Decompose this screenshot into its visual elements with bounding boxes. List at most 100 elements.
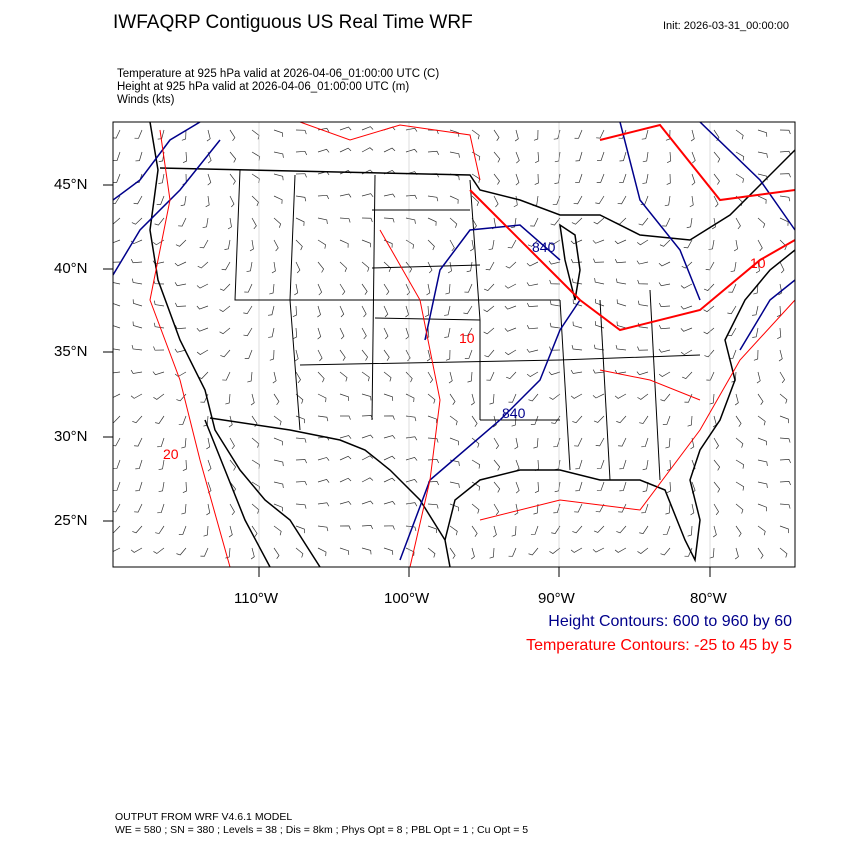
wind-barb xyxy=(243,305,253,315)
wind-barb xyxy=(469,239,474,252)
wind-barb xyxy=(595,298,605,307)
wind-barb xyxy=(713,173,720,185)
wind-barb xyxy=(273,437,283,446)
wind-barb xyxy=(426,283,431,296)
wind-barb xyxy=(730,261,737,273)
wind-barb xyxy=(779,415,789,424)
wind-barb xyxy=(463,327,473,337)
wind-barb xyxy=(779,371,786,384)
wind-barb xyxy=(779,393,788,404)
wind-barb xyxy=(735,129,744,140)
wind-barb xyxy=(683,239,693,249)
wind-barb xyxy=(534,481,539,493)
wind-barb xyxy=(361,261,370,272)
wind-barb xyxy=(666,151,672,164)
wind-barb xyxy=(155,415,165,424)
canada-border xyxy=(159,149,795,241)
wind-barb xyxy=(449,239,455,252)
wind-barb xyxy=(470,393,475,406)
lat-label: 30°N xyxy=(54,428,88,445)
lon-label: 110°W xyxy=(234,590,279,607)
wind-barb xyxy=(405,349,411,362)
wind-barb xyxy=(660,393,671,402)
wind-barb xyxy=(636,371,649,376)
init-time: Init: 2026-03-31_00:00:00 xyxy=(663,20,789,32)
wind-barb xyxy=(492,415,497,428)
wind-barb xyxy=(427,195,439,202)
wind-barb xyxy=(549,322,561,329)
wind-barb xyxy=(713,151,721,163)
wind-barb xyxy=(778,283,783,296)
wind-barb xyxy=(405,127,418,132)
wind-barb xyxy=(703,327,715,335)
wind-barb xyxy=(383,283,390,296)
wind-barb xyxy=(614,393,627,399)
wind-barb xyxy=(528,547,539,556)
wind-barb xyxy=(779,129,791,135)
wind-barb xyxy=(779,437,791,443)
lon-label: 100°W xyxy=(384,590,430,607)
wind-barb xyxy=(317,479,330,483)
wind-barb xyxy=(549,393,561,400)
wind-barb xyxy=(642,481,649,493)
wind-barb xyxy=(508,547,517,557)
wind-barb xyxy=(711,217,716,230)
wind-barb xyxy=(570,547,583,553)
wind-barb xyxy=(514,503,519,516)
wind-barb xyxy=(690,437,695,450)
subtitle-winds: Winds (kts) xyxy=(117,94,175,106)
wind-barb xyxy=(295,239,303,251)
wind-barb xyxy=(181,503,187,515)
wind-barb xyxy=(273,195,283,204)
wind-barb xyxy=(339,455,352,461)
wind-barb xyxy=(339,147,352,153)
wind-barb xyxy=(339,349,346,361)
wind-barb xyxy=(383,501,396,505)
wind-barb xyxy=(777,327,782,340)
wind-barb xyxy=(295,371,301,384)
wind-barb xyxy=(251,195,259,207)
wind-barb xyxy=(361,126,374,131)
wind-barb xyxy=(471,437,480,448)
wind-barb xyxy=(247,371,253,383)
map-frame xyxy=(112,121,796,568)
wind-barb xyxy=(178,525,187,535)
wind-barb xyxy=(273,217,282,228)
wind-barb xyxy=(220,349,231,358)
wind-barb xyxy=(197,261,209,269)
wind-barb xyxy=(383,261,392,272)
wind-barb xyxy=(317,261,325,273)
wind-barb xyxy=(483,283,495,291)
wind-barb xyxy=(680,349,693,356)
wind-barb xyxy=(267,305,275,316)
wind-barb xyxy=(317,371,325,383)
wind-barb xyxy=(113,371,121,374)
wind-barb xyxy=(295,437,307,443)
wind-barb xyxy=(219,305,231,313)
wind-barb xyxy=(405,239,415,249)
wind-barb xyxy=(221,261,231,271)
wind-barb xyxy=(405,393,415,403)
wind-barb xyxy=(535,151,540,164)
wind-barb xyxy=(571,278,583,285)
wind-barb xyxy=(703,283,715,291)
lon-label: 80°W xyxy=(690,590,727,607)
wind-barb xyxy=(492,525,497,538)
wind-barb xyxy=(130,393,143,399)
lake-michigan xyxy=(559,223,581,301)
wind-barb xyxy=(361,349,368,361)
wind-barb xyxy=(295,195,307,202)
wind-barb xyxy=(295,393,304,404)
wind-barb xyxy=(757,525,766,536)
wind-barb xyxy=(317,194,330,200)
wind-barb xyxy=(757,481,768,488)
wind-barb xyxy=(317,393,327,403)
wind-barb xyxy=(709,547,715,559)
wind-barb xyxy=(713,195,719,208)
wind-barb xyxy=(405,415,417,422)
wind-barb xyxy=(383,477,396,483)
wind-barb xyxy=(153,346,165,351)
wind-barb xyxy=(735,217,741,230)
wind-barb xyxy=(713,503,720,516)
wind-barb xyxy=(680,327,693,332)
